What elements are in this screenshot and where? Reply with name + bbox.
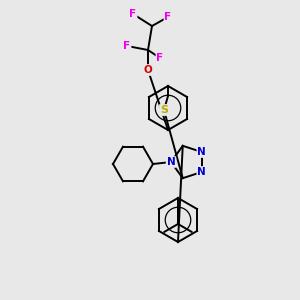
Text: N: N — [197, 147, 206, 157]
Text: N: N — [197, 167, 206, 177]
Text: N: N — [167, 157, 176, 167]
Text: F: F — [129, 9, 137, 19]
Text: F: F — [164, 12, 172, 22]
Text: S: S — [160, 105, 168, 115]
Text: O: O — [144, 65, 152, 75]
Text: F: F — [123, 41, 130, 51]
Text: F: F — [156, 53, 164, 63]
